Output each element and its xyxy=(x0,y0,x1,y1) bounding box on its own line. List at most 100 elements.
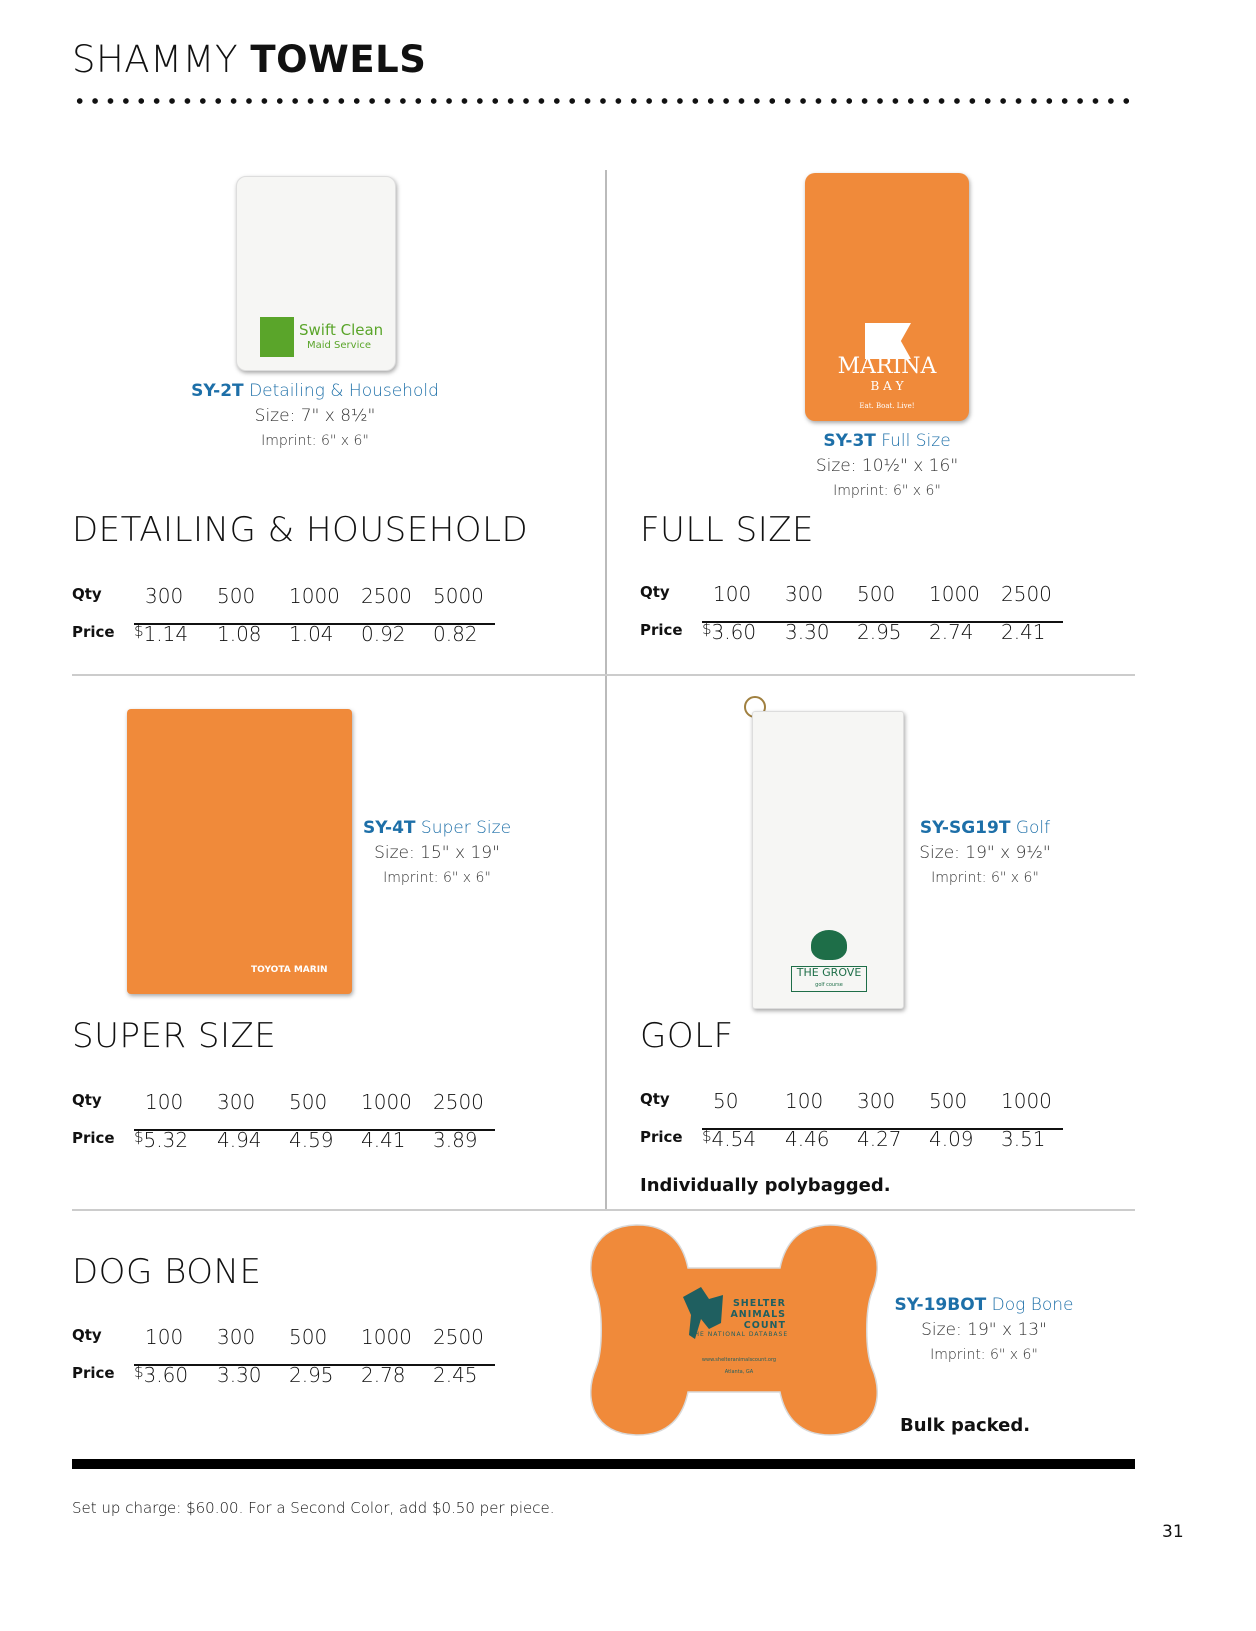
price-cell: 4.59 xyxy=(289,1128,334,1152)
price-cell: 2.95 xyxy=(857,620,902,644)
logo-text: THE GROVE golf course xyxy=(791,966,867,992)
price-cell: 3.30 xyxy=(217,1363,262,1387)
product-info-sy-4t: SY-4T Super Size Size: 15" x 19" Imprint:… xyxy=(362,818,512,886)
price-label: Price xyxy=(640,1128,683,1146)
currency-symbol: $ xyxy=(134,1363,144,1381)
table-rule xyxy=(134,1129,495,1131)
price-cell: $3.60 xyxy=(134,1363,189,1387)
qty-cell: 1000 xyxy=(361,1090,412,1114)
price-cell: 4.27 xyxy=(857,1127,902,1151)
qty-label: Qty xyxy=(72,585,102,603)
logo-text: MARINA B A Y Eat. Boat. Live! xyxy=(837,354,937,411)
price-cell: 3.51 xyxy=(1001,1127,1046,1151)
qty-cell: 500 xyxy=(289,1325,328,1349)
qty-cell: 300 xyxy=(217,1090,256,1114)
qty-cell: 300 xyxy=(785,582,824,606)
price-cell: 2.41 xyxy=(1001,620,1046,644)
price-label: Price xyxy=(72,623,115,641)
qty-cell: 100 xyxy=(785,1089,824,1113)
qty-label: Qty xyxy=(640,583,670,601)
towel-image-sy-3t: MARINA B A Y Eat. Boat. Live! xyxy=(805,173,969,421)
price-cell: 4.41 xyxy=(361,1128,406,1152)
table-rule xyxy=(702,621,1063,623)
currency-symbol: $ xyxy=(702,620,712,638)
packaging-note: Individually polybagged. xyxy=(640,1175,891,1196)
logo-text: SHELTER ANIMALS COUNT xyxy=(730,1298,786,1331)
logo-text: Swift Clean Maid Service xyxy=(299,321,384,352)
price-cell: 1.04 xyxy=(289,622,334,646)
packaging-note: Bulk packed. xyxy=(900,1415,1031,1436)
vertical-divider xyxy=(605,170,607,1210)
section-heading: SUPER SIZE xyxy=(72,1016,277,1056)
section-heading: DOG BONE xyxy=(72,1252,262,1292)
towel-image-sy-sg19t: THE GROVE golf course xyxy=(752,711,904,1009)
product-info-sy-3t: SY-3T Full Size Size: 10½" x 16" Imprint:… xyxy=(815,431,959,499)
currency-symbol: $ xyxy=(134,622,144,640)
price-label: Price xyxy=(640,621,683,639)
price-cell: 4.46 xyxy=(785,1127,830,1151)
logo-url: www.shelteranimalscount.org Atlanta, GA xyxy=(701,1357,777,1375)
price-table: Qty Price 50 100 300 500 1000 $4.54 4.46 4.27 4.09… xyxy=(640,1087,1080,1157)
qty-label: Qty xyxy=(72,1326,102,1344)
dog-bone-towel-image xyxy=(589,1224,879,1436)
page-number: 31 xyxy=(1162,1522,1184,1542)
dotted-divider xyxy=(72,97,1138,105)
price-cell: $3.60 xyxy=(702,620,757,644)
qty-cell: 300 xyxy=(857,1089,896,1113)
price-cell: 2.74 xyxy=(929,620,974,644)
footer-bar xyxy=(72,1459,1135,1469)
price-table: Qty Price 300 500 1000 2500 5000 $1.14 1.08 1.04 0… xyxy=(72,582,512,652)
qty-cell: 500 xyxy=(217,584,256,608)
price-cell: $5.32 xyxy=(134,1128,189,1152)
table-rule xyxy=(134,623,495,625)
price-cell: 2.78 xyxy=(361,1363,406,1387)
qty-cell: 2500 xyxy=(433,1325,484,1349)
product-info-sy-2t: SY-2T Detailing & Household Size: 7" x 8… xyxy=(191,381,439,449)
qty-cell: 1000 xyxy=(929,582,980,606)
page-title: SHAMMY TOWELS xyxy=(72,38,427,81)
qty-cell: 300 xyxy=(217,1325,256,1349)
towel-image-sy-4t: TOYOTA MARIN xyxy=(127,709,352,994)
horizontal-divider xyxy=(72,1209,1135,1211)
product-info-sy-19bot: SY-19BOT Dog Bone Size: 19" x 13" Imprint… xyxy=(894,1295,1074,1363)
qty-cell: 1000 xyxy=(361,1325,412,1349)
price-cell: 0.82 xyxy=(433,622,478,646)
price-cell: 4.09 xyxy=(929,1127,974,1151)
qty-cell: 100 xyxy=(145,1090,184,1114)
tree-logo-icon xyxy=(811,930,847,960)
qty-cell: 100 xyxy=(145,1325,184,1349)
horizontal-divider xyxy=(72,674,1135,676)
price-table: Qty Price 100 300 500 1000 2500 $5.32 4.94 4.59 4.… xyxy=(72,1088,512,1158)
qty-cell: 500 xyxy=(857,582,896,606)
price-cell: 0.92 xyxy=(361,622,406,646)
price-cell: $1.14 xyxy=(134,622,189,646)
qty-cell: 2500 xyxy=(1001,582,1052,606)
price-cell: 4.94 xyxy=(217,1128,262,1152)
price-cell: 2.95 xyxy=(289,1363,334,1387)
price-cell: 1.08 xyxy=(217,622,262,646)
price-cell: 2.45 xyxy=(433,1363,478,1387)
price-cell: 3.30 xyxy=(785,620,830,644)
price-label: Price xyxy=(72,1129,115,1147)
section-heading: FULL SIZE xyxy=(640,510,815,550)
maid-logo-icon xyxy=(260,317,294,357)
price-cell: 3.89 xyxy=(433,1128,478,1152)
currency-symbol: $ xyxy=(702,1127,712,1145)
qty-cell: 500 xyxy=(289,1090,328,1114)
section-heading: DETAILING & HOUSEHOLD xyxy=(72,510,529,550)
qty-cell: 1000 xyxy=(1001,1089,1052,1113)
currency-symbol: $ xyxy=(134,1128,144,1146)
price-label: Price xyxy=(72,1364,115,1382)
table-rule xyxy=(134,1364,495,1366)
shelter-animals-logo-icon xyxy=(683,1287,723,1339)
towel-image-sy-2t: Swift Clean Maid Service xyxy=(236,176,396,371)
qty-cell: 1000 xyxy=(289,584,340,608)
qty-cell: 300 xyxy=(145,584,184,608)
qty-cell: 2500 xyxy=(361,584,412,608)
qty-cell: 50 xyxy=(713,1089,739,1113)
logo-text: TOYOTA MARIN xyxy=(251,965,328,975)
setup-charge-note: Set up charge: $60.00. For a Second Colo… xyxy=(72,1499,555,1517)
table-rule xyxy=(702,1128,1063,1130)
price-table: Qty Price 100 300 500 1000 2500 $3.60 3.30 2.95 2.… xyxy=(640,580,1080,650)
logo-subtext: THE NATIONAL DATABASE xyxy=(689,1331,789,1338)
